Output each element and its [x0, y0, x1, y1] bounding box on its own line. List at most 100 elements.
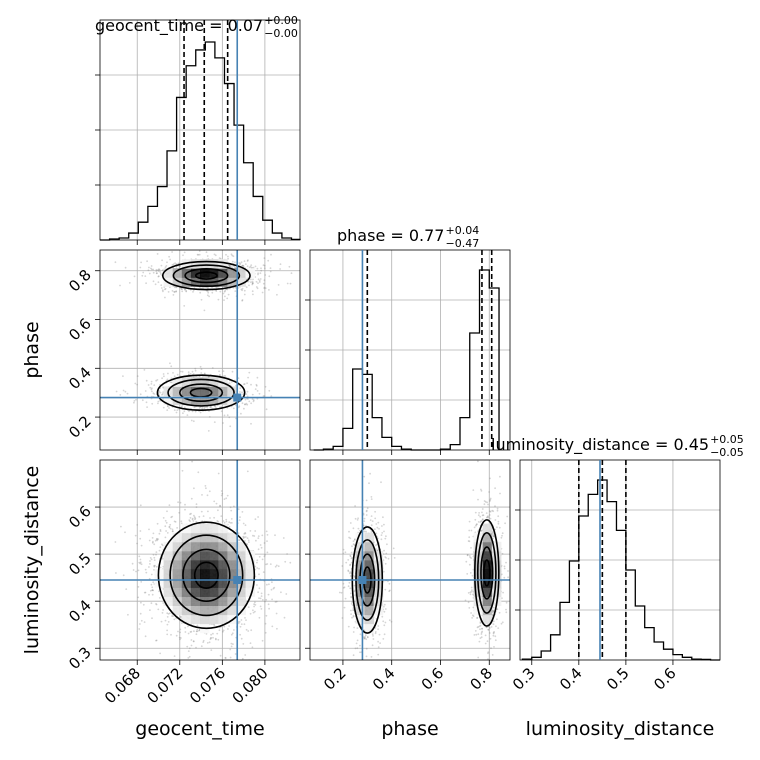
title-geocent-time-sub: −0.00	[264, 27, 298, 40]
sample-point	[342, 587, 345, 589]
sample-point	[179, 501, 182, 504]
sample-point	[182, 412, 184, 415]
sample-point	[153, 543, 156, 546]
sample-point	[248, 266, 251, 269]
sample-point	[243, 383, 246, 385]
sample-point	[363, 530, 366, 533]
density-cell	[245, 268, 256, 278]
density-cell	[209, 605, 219, 616]
density-cell	[236, 587, 246, 597]
sample-point	[166, 261, 168, 264]
sample-point	[243, 536, 246, 539]
sample-point	[153, 565, 155, 567]
sample-point	[353, 538, 356, 541]
sample-point	[243, 407, 245, 410]
sample-point	[259, 278, 262, 280]
sample-point	[307, 566, 309, 568]
density-cell	[172, 532, 183, 543]
sample-point	[202, 515, 205, 517]
contour-line	[167, 378, 235, 407]
tick-label-x: 0.4	[556, 664, 586, 694]
sample-point	[137, 569, 140, 572]
sample-point	[215, 502, 218, 505]
sample-point	[165, 530, 168, 532]
sample-point	[180, 637, 182, 639]
sample-point	[188, 655, 191, 658]
sample-point	[252, 278, 254, 281]
sample-point	[139, 393, 142, 396]
sample-point	[250, 422, 252, 425]
sample-point	[184, 508, 186, 511]
sample-point	[377, 549, 380, 551]
sample-point	[195, 630, 198, 633]
sample-point	[145, 401, 148, 404]
sample-point	[231, 522, 233, 524]
sample-point	[257, 273, 259, 276]
sample-point	[345, 561, 348, 564]
sample-point	[238, 519, 241, 521]
sample-point	[378, 527, 380, 530]
sample-point	[190, 630, 193, 633]
sample-point	[251, 283, 254, 286]
sample-point	[261, 534, 264, 537]
sample-point	[161, 377, 164, 380]
sample-point	[467, 601, 470, 604]
sample-point	[246, 390, 249, 393]
sample-point	[257, 537, 260, 539]
sample-point	[246, 403, 249, 406]
sample-point	[164, 266, 167, 269]
sample-point	[222, 630, 224, 633]
sample-point	[355, 642, 358, 645]
sample-point	[228, 526, 231, 528]
density-cell	[181, 560, 192, 570]
density-cell	[236, 569, 246, 579]
sample-point	[137, 586, 140, 588]
sample-point	[238, 405, 241, 408]
sample-point	[350, 603, 353, 605]
sample-point	[468, 529, 471, 532]
sample-point	[196, 628, 199, 631]
sample-point	[190, 419, 193, 422]
sample-point	[371, 644, 374, 647]
density-cell	[245, 578, 256, 588]
sample-point	[150, 265, 153, 267]
sample-point	[266, 534, 269, 536]
tick-label-y: 0.5	[65, 549, 95, 579]
sample-point	[213, 421, 216, 423]
sample-point	[280, 591, 282, 594]
sample-point	[136, 383, 139, 386]
sample-point	[341, 565, 344, 567]
contour-line	[157, 521, 256, 630]
sample-point	[201, 494, 203, 496]
contour-line	[184, 267, 229, 284]
sample-point	[192, 373, 195, 375]
density-cell	[218, 596, 228, 606]
sample-point	[241, 299, 244, 302]
density-cell	[200, 587, 210, 597]
sample-point	[122, 375, 124, 377]
sample-point	[159, 273, 162, 275]
sample-point	[230, 518, 233, 520]
sample-point	[253, 603, 256, 606]
sample-point	[171, 528, 174, 531]
density-cell	[245, 560, 256, 570]
density-cell	[200, 560, 210, 570]
sample-point	[282, 537, 285, 539]
sample-point	[157, 400, 160, 403]
density-cell	[181, 377, 192, 387]
sample-point	[156, 253, 159, 255]
sample-point	[464, 599, 467, 602]
density-cell	[190, 587, 201, 597]
sample-point	[210, 637, 213, 639]
sample-point	[351, 545, 353, 548]
sample-point	[285, 593, 288, 595]
density-cell	[181, 605, 192, 616]
sample-point	[229, 648, 232, 651]
sample-point	[196, 630, 199, 633]
sample-point	[208, 641, 211, 644]
sample-point	[249, 642, 252, 645]
sample-point	[351, 556, 354, 559]
sample-point	[170, 365, 173, 368]
sample-point	[225, 253, 227, 256]
truth-marker	[233, 393, 242, 402]
